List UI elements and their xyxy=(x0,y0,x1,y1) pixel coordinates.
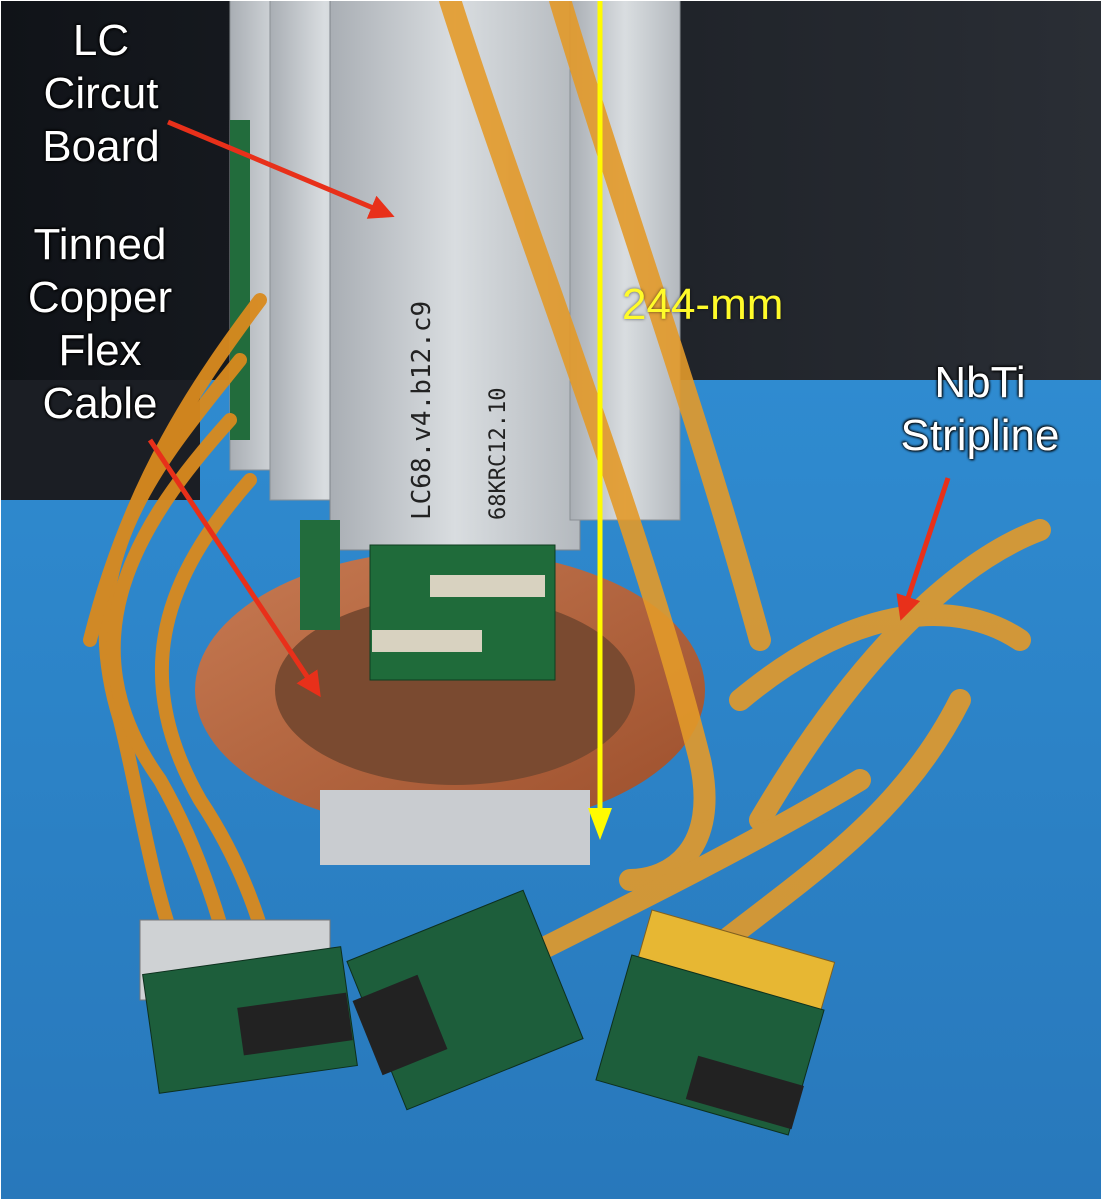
svg-text:68KRC12.10: 68KRC12.10 xyxy=(486,388,511,520)
lc-board-label: LC Circut Board xyxy=(42,16,160,171)
connector-boards xyxy=(139,889,836,1136)
flex-cable-arrow xyxy=(147,438,321,698)
stripline-ribbons xyxy=(439,0,1051,971)
svg-text:LC68.v4.b12.c9: LC68.v4.b12.c9 xyxy=(407,301,437,520)
lc-board-arrow xyxy=(167,119,395,219)
pcb-board xyxy=(369,544,556,681)
dimension-label: 244-mm xyxy=(622,280,784,329)
stripline-label: NbTi Stripline xyxy=(900,358,1060,460)
stripline-arrow xyxy=(896,477,951,621)
dimension-line xyxy=(588,0,612,840)
flex-cable-label: Tinned Copper Flex Cable xyxy=(27,220,173,428)
flex-cables xyxy=(83,293,277,967)
